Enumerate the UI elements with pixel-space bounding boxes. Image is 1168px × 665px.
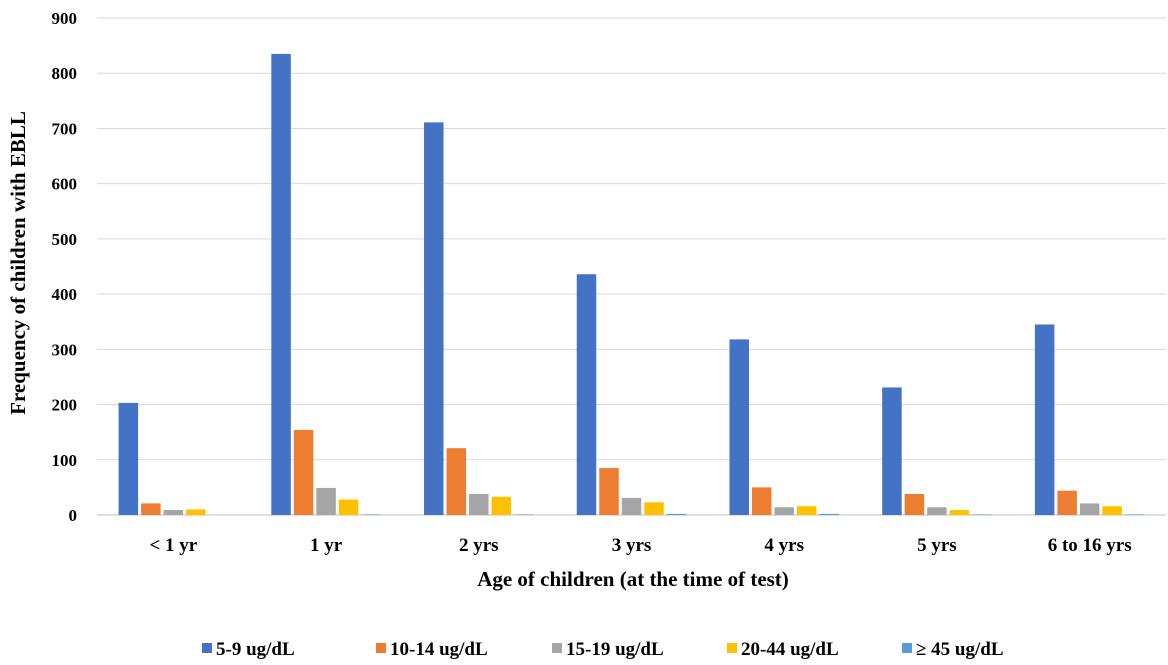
y-tick-label: 400 <box>52 285 78 304</box>
y-tick-label: 900 <box>52 9 78 28</box>
bar <box>949 510 970 515</box>
bar <box>361 514 381 515</box>
y-tick-label: 200 <box>52 396 78 415</box>
bar <box>576 274 597 515</box>
legend-swatch <box>902 643 912 653</box>
bar <box>491 496 512 515</box>
legend-swatch <box>202 643 212 653</box>
legend-label: ≥ 45 ug/dL <box>916 639 1004 660</box>
bar <box>1124 514 1145 515</box>
bar <box>904 494 925 515</box>
bar <box>621 497 642 515</box>
legend: 5-9 ug/dL 10-14 ug/dL 15-19 ug/dL 20-44 ug/… <box>202 639 1004 660</box>
bar <box>118 402 139 515</box>
bar <box>141 503 161 515</box>
legend-label: 5-9 ug/dL <box>216 639 295 660</box>
bar <box>469 494 489 515</box>
x-tick-label: < 1 yr <box>149 535 197 556</box>
bar <box>729 339 749 515</box>
bar <box>1034 324 1055 515</box>
legend-swatch <box>727 643 737 653</box>
x-tick-label: 5 yrs <box>917 535 957 556</box>
bar <box>972 514 992 515</box>
legend-item: 10-14 ug/dL <box>376 639 488 660</box>
legend-item: 15-19 ug/dL <box>552 639 664 660</box>
x-tick-label: 1 yr <box>310 535 343 556</box>
legend-item: 5-9 ug/dL <box>202 639 295 660</box>
bar <box>1057 490 1077 515</box>
bar <box>316 487 336 515</box>
x-tick-label: 3 yrs <box>612 535 652 556</box>
legend-swatch <box>376 643 386 653</box>
legend-swatch <box>552 643 562 653</box>
bar <box>666 513 687 515</box>
y-tick-label: 700 <box>52 119 78 138</box>
series-5 <box>361 513 1145 515</box>
legend-label: 10-14 ug/dL <box>390 639 488 660</box>
series-2 <box>141 429 1077 515</box>
bar <box>644 502 664 515</box>
legend-label: 15-19 ug/dL <box>566 639 664 660</box>
x-tick-label: 6 to 16 yrs <box>1048 535 1132 556</box>
legend-item: ≥ 45 ug/dL <box>902 639 1004 660</box>
x-tick-label: 2 yrs <box>459 535 499 556</box>
bar <box>796 506 817 515</box>
bar <box>927 507 947 515</box>
y-tick-label: 800 <box>52 64 78 83</box>
bars <box>118 53 1145 516</box>
bar <box>751 487 772 515</box>
bar <box>882 387 902 515</box>
bar <box>186 509 206 515</box>
bar <box>338 499 359 515</box>
y-tick-label: 300 <box>52 340 78 359</box>
x-axis-ticks: < 1 yr 1 yr 2 yrs 3 yrs 4 yrs 5 yrs 6 to 16 yr… <box>149 535 1131 556</box>
bar <box>599 468 619 515</box>
bar <box>774 507 794 515</box>
legend-item: 20-44 ug/dL <box>727 639 839 660</box>
bar <box>1079 503 1100 515</box>
y-axis-title: Frequency of children with EBLL <box>6 111 30 415</box>
y-axis-ticks: 0 100 200 300 400 500 600 700 800 900 <box>52 9 78 525</box>
series-1 <box>118 53 1055 516</box>
series-4 <box>186 496 1122 515</box>
bar <box>1102 506 1122 515</box>
y-tick-label: 500 <box>52 230 78 249</box>
bar <box>819 513 839 515</box>
x-tick-label: 4 yrs <box>764 535 804 556</box>
bar <box>446 448 467 515</box>
bar <box>293 429 314 515</box>
bar <box>163 510 184 515</box>
x-axis-title: Age of children (at the time of test) <box>477 567 789 591</box>
gridlines <box>97 17 1166 516</box>
y-tick-label: 100 <box>52 451 78 470</box>
bar <box>514 514 534 515</box>
bar <box>271 53 291 516</box>
series-3 <box>163 487 1100 515</box>
bar <box>424 122 444 516</box>
legend-label: 20-44 ug/dL <box>741 639 839 660</box>
y-tick-label: 0 <box>69 506 78 525</box>
y-tick-label: 600 <box>52 175 78 194</box>
